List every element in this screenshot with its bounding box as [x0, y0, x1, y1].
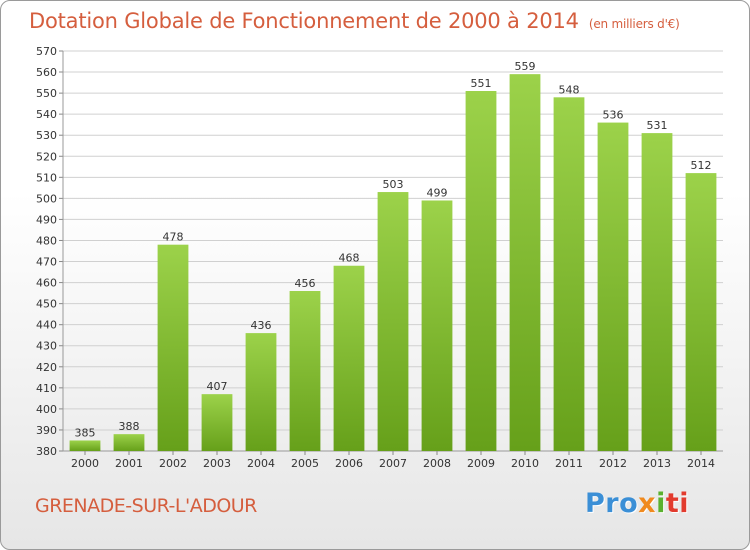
- logo-part: x: [638, 488, 657, 519]
- bar-value-label: 548: [559, 83, 580, 96]
- bar-value-label: 559: [515, 60, 536, 73]
- bar-value-label: 456: [295, 277, 316, 290]
- x-tick-label: 2006: [335, 457, 363, 470]
- bar-value-label: 388: [119, 420, 140, 433]
- logo-part: i: [656, 488, 666, 519]
- labels: 385 2000 388 2001 478 2002 407 2003 436 2004 456 20…: [71, 60, 715, 470]
- bar-value-label: 503: [383, 178, 404, 191]
- bars: [69, 74, 717, 452]
- x-tick-label: 2000: [71, 457, 99, 470]
- x-tick-label: 2010: [511, 457, 539, 470]
- bar-value-label: 436: [251, 319, 272, 332]
- y-tick-label: 550: [36, 87, 57, 100]
- y-tick-label: 540: [36, 108, 57, 121]
- y-tick-label: 420: [36, 361, 57, 374]
- y-tick-label: 560: [36, 66, 57, 79]
- y-tick-label: 470: [36, 256, 57, 269]
- bar: [69, 440, 101, 451]
- bar: [597, 122, 629, 451]
- y-tick-label: 450: [36, 298, 57, 311]
- y-tick-label: 440: [36, 319, 57, 332]
- bar-value-label: 499: [427, 186, 448, 199]
- x-tick-label: 2004: [247, 457, 275, 470]
- y-tick-label: 490: [36, 213, 57, 226]
- bar: [685, 173, 717, 451]
- y-tick-label: 380: [36, 445, 57, 458]
- x-tick-label: 2014: [687, 457, 715, 470]
- bar-value-label: 512: [691, 159, 712, 172]
- bar: [509, 74, 541, 451]
- x-tick-label: 2003: [203, 457, 231, 470]
- y-tick-label: 460: [36, 277, 57, 290]
- x-tick-label: 2011: [555, 457, 583, 470]
- x-tick-label: 2008: [423, 457, 451, 470]
- bar: [157, 244, 189, 451]
- chart-title: Dotation Globale de Fonctionnement de 20…: [29, 9, 680, 33]
- x-tick-label: 2005: [291, 457, 319, 470]
- bar: [333, 265, 365, 451]
- unit-label: (en milliers d'€): [588, 17, 680, 31]
- x-tick-label: 2007: [379, 457, 407, 470]
- y-tick-label: 530: [36, 129, 57, 142]
- bar: [377, 192, 409, 452]
- y-tick-label: 510: [36, 171, 57, 184]
- y-tick-label: 430: [36, 340, 57, 353]
- town-name: GRENADE-SUR-L'ADOUR: [35, 495, 257, 517]
- y-tick-label: 500: [36, 192, 57, 205]
- bar-value-label: 385: [75, 426, 96, 439]
- bar: [421, 200, 453, 451]
- bar-value-label: 551: [471, 77, 492, 90]
- y-tick-label: 410: [36, 382, 57, 395]
- bar: [465, 91, 497, 451]
- title-text: Dotation Globale de Fonctionnement de 20…: [29, 9, 579, 33]
- x-tick-label: 2009: [467, 457, 495, 470]
- y-tick-label: 390: [36, 424, 57, 437]
- y-tick-label: 520: [36, 150, 57, 163]
- bar-value-label: 531: [647, 119, 668, 132]
- x-tick-label: 2012: [599, 457, 627, 470]
- proxiti-logo[interactable]: Proxiti: [585, 488, 689, 519]
- bar: [113, 434, 145, 451]
- y-tick-label: 480: [36, 234, 57, 247]
- x-tick-label: 2002: [159, 457, 187, 470]
- y-tick-label: 400: [36, 403, 57, 416]
- bar: [553, 97, 585, 451]
- bar: [289, 291, 321, 451]
- bar-value-label: 536: [603, 109, 624, 122]
- bar: [245, 333, 277, 451]
- bar-value-label: 468: [339, 252, 360, 265]
- logo-part: ti: [665, 488, 690, 519]
- y-tick-label: 570: [36, 45, 57, 58]
- bar-value-label: 478: [163, 231, 184, 244]
- x-tick-label: 2001: [115, 457, 143, 470]
- bar-value-label: 407: [207, 380, 228, 393]
- bar: [201, 394, 233, 451]
- bar: [641, 133, 673, 451]
- logo-part: Pro: [585, 488, 639, 519]
- x-tick-label: 2013: [643, 457, 671, 470]
